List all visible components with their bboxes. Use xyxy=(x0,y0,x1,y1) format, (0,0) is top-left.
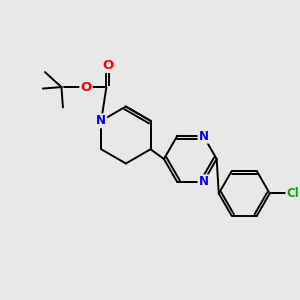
Text: N: N xyxy=(199,175,208,188)
Text: N: N xyxy=(199,130,208,143)
Text: Cl: Cl xyxy=(286,187,299,200)
Text: O: O xyxy=(80,81,92,94)
Text: N: N xyxy=(96,114,106,127)
Text: O: O xyxy=(102,59,113,72)
